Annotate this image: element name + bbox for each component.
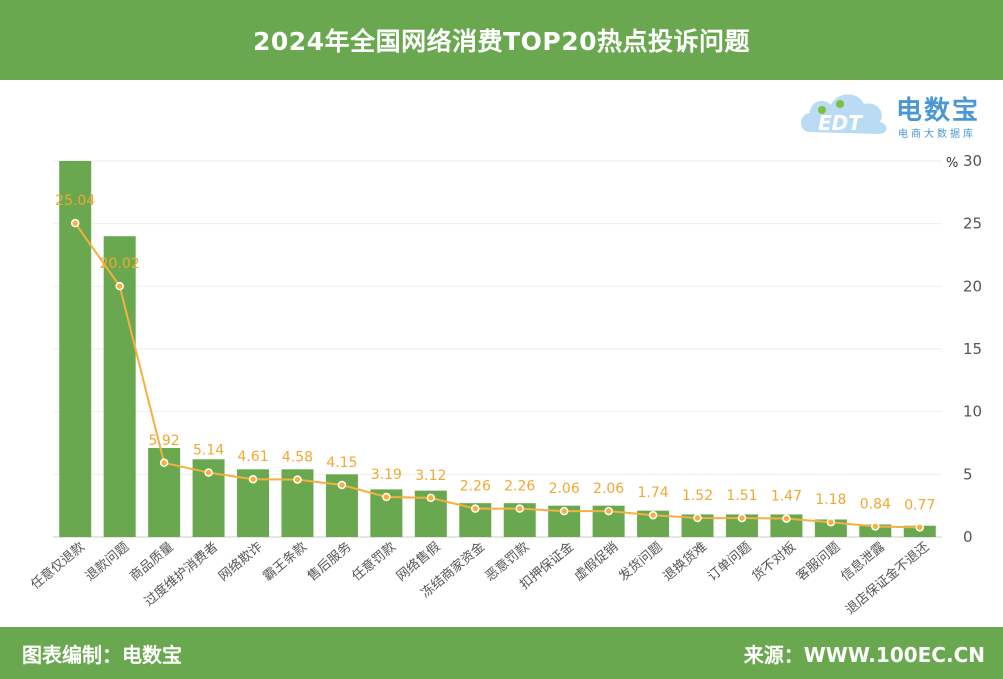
- data-label: 2.06: [549, 481, 580, 497]
- x-tick-label: 任意仅退款: [28, 539, 88, 593]
- x-tick-label: 网络欺诈: [215, 539, 265, 585]
- line-point: [293, 475, 302, 484]
- x-tick-label: 退款问题: [83, 540, 132, 585]
- line-point: [604, 506, 613, 516]
- line-point: [648, 510, 658, 520]
- data-label: 0.77: [904, 497, 935, 513]
- bar: [59, 161, 92, 537]
- y-tick-label: 20: [963, 277, 982, 295]
- line-point: [559, 506, 569, 516]
- page-title: 2024年全国网络消费TOP20热点投诉问题: [253, 27, 750, 56]
- x-tick-label: 货不对板: [749, 539, 799, 585]
- footer-source: 来源：WWW.100EC.CN: [743, 643, 985, 667]
- data-label: 1.52: [682, 488, 713, 504]
- data-label: 1.18: [815, 492, 846, 508]
- x-tick-label: 售后服务: [304, 539, 354, 585]
- line-point: [382, 492, 391, 502]
- logo-name: 电数宝: [896, 96, 981, 126]
- data-label: 5.92: [149, 433, 180, 449]
- data-label: 5.14: [193, 443, 224, 459]
- y-tick-label: 0: [963, 528, 973, 546]
- x-tick-label: 任意罚款: [349, 539, 399, 585]
- footer-band: 图表编制：电数宝 来源：WWW.100EC.CN: [0, 627, 1003, 679]
- line-point: [782, 514, 791, 523]
- x-tick-label: 霸王条款: [260, 539, 310, 585]
- line-point: [115, 281, 124, 291]
- data-label: 2.06: [593, 481, 624, 497]
- bar: [681, 514, 714, 537]
- line-point: [204, 468, 213, 477]
- data-label: 3.12: [415, 468, 446, 484]
- logo: EDT 电数宝 电商大数据库: [800, 84, 1000, 142]
- x-tick-label: 订单问题: [705, 540, 754, 585]
- line-series: [74, 222, 920, 529]
- data-label: 4.15: [326, 455, 357, 471]
- y-tick-label: 5: [963, 465, 973, 483]
- bar: [103, 236, 136, 537]
- line-point: [693, 513, 702, 523]
- line-point: [915, 523, 925, 532]
- line-point: [871, 522, 880, 531]
- line-point: [337, 480, 347, 490]
- data-label: 3.19: [371, 467, 402, 483]
- bar: [725, 514, 758, 537]
- data-label: 25.04: [55, 193, 95, 209]
- data-label: 2.26: [504, 479, 535, 495]
- cloud-logo-icon: EDT: [801, 94, 887, 135]
- line-point: [159, 458, 169, 468]
- line-point: [737, 513, 747, 523]
- data-label: 4.58: [282, 450, 313, 466]
- line-point: [471, 504, 480, 513]
- y-tick-label: 25: [963, 215, 982, 233]
- line-point: [515, 504, 524, 513]
- x-tick-label: 客服问题: [793, 539, 843, 585]
- y-tick-label: 30: [963, 152, 982, 170]
- data-label: 0.84: [860, 496, 891, 512]
- data-label: 1.47: [771, 489, 802, 505]
- line-point: [70, 218, 80, 228]
- data-label: 4.61: [237, 449, 268, 465]
- y-tick-label: 10: [963, 403, 982, 421]
- line-point: [248, 474, 258, 484]
- x-tick-label: 虚假促销: [572, 540, 621, 585]
- x-tick-label: 退换货难: [660, 539, 710, 585]
- line-point: [826, 517, 836, 527]
- line-point: [426, 493, 436, 503]
- data-label: 1.51: [726, 488, 757, 504]
- x-tick-label: 发货问题: [616, 539, 666, 585]
- data-label: 20.02: [100, 256, 140, 272]
- logo-mark-text: EDT: [818, 111, 863, 135]
- footer-credit: 图表编制：电数宝: [22, 643, 182, 667]
- x-tick-label: 过度维护消费者: [141, 539, 221, 610]
- y-unit-label: %: [946, 156, 958, 171]
- header-band: 2024年全国网络消费TOP20热点投诉问题: [0, 0, 1003, 80]
- logo-subtitle: 电商大数据库: [898, 129, 976, 140]
- y-tick-label: 15: [963, 340, 982, 358]
- data-label: 2.26: [460, 479, 491, 495]
- data-label: 1.74: [637, 485, 668, 501]
